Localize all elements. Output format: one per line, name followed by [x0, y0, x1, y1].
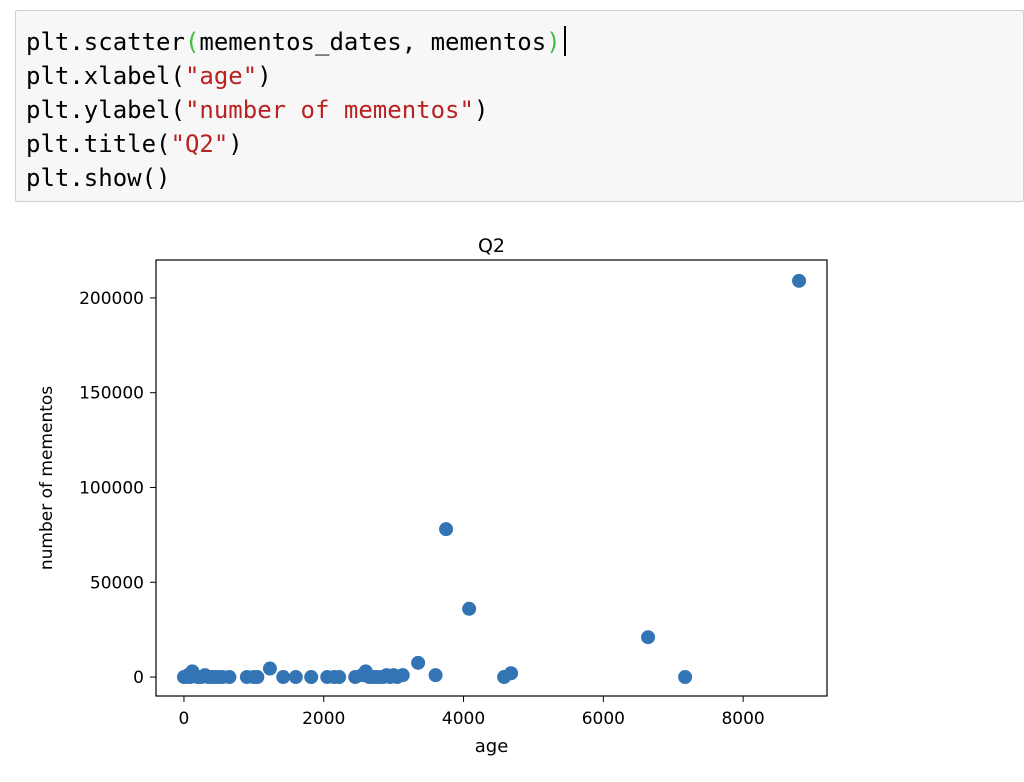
scatter-chart: 0 2000 4000 6000 8000 0 50000 100000 150000 20000…: [37, 235, 828, 757]
code-token: "number of mementos": [184, 96, 474, 124]
code-token: plt.ylabel(: [26, 96, 185, 124]
x-tick-label: 2000: [302, 709, 345, 729]
y-tick-label: 50000: [90, 573, 144, 593]
scatter-point: [276, 670, 291, 685]
code-token: plt.xlabel(: [26, 62, 185, 90]
scatter-point: [439, 522, 454, 537]
x-tick-label: 4000: [442, 709, 485, 729]
scatter-point: [504, 666, 519, 681]
text-cursor: [563, 26, 566, 56]
scatter-point: [222, 670, 237, 685]
scatter-point: [792, 273, 807, 288]
scatter-point: [428, 668, 443, 683]
scatter-point: [304, 670, 319, 685]
code-token: ): [546, 28, 561, 56]
scatter-point: [332, 670, 347, 685]
y-tick-label: 200000: [79, 289, 144, 309]
code-line: plt.scatter(mementos_dates, mementos): [26, 25, 566, 59]
code-token: ): [228, 130, 243, 158]
code-line: plt.show(): [26, 161, 566, 195]
code-line: plt.ylabel("number of mementos"): [26, 93, 566, 127]
code-line: plt.title("Q2"): [26, 127, 566, 161]
y-tick-label: 0: [133, 668, 144, 688]
scatter-point: [395, 668, 410, 683]
x-tick-label: 0: [179, 709, 190, 729]
y-axis-label: number of mementos: [37, 386, 57, 570]
code-token: mementos_dates, mementos: [199, 28, 547, 56]
code-token: ): [473, 96, 489, 124]
scatter-point: [678, 670, 693, 685]
x-tick-label: 8000: [721, 709, 764, 729]
code-token: "age": [184, 62, 258, 90]
x-axis-label: age: [475, 736, 509, 757]
scatter-point: [250, 670, 265, 685]
plot-frame: [155, 259, 828, 697]
scatter-point: [262, 661, 277, 676]
code-token: plt.scatter: [26, 28, 185, 56]
y-tick-label: 150000: [79, 384, 144, 404]
chart-title: Q2: [478, 235, 505, 257]
code-cell-input[interactable]: plt.scatter(mementos_dates, mementos) plt…: [15, 10, 1024, 202]
code-token: ): [257, 62, 272, 90]
x-tick-label: 6000: [582, 709, 625, 729]
code-token: plt.title(: [26, 130, 171, 158]
code-line: plt.xlabel("age"): [26, 59, 566, 93]
code-token: "Q2": [170, 130, 229, 158]
y-tick-label: 100000: [79, 478, 144, 498]
scatter-point: [462, 601, 477, 616]
scatter-point: [641, 630, 656, 645]
cell-output: 0 2000 4000 6000 8000 0 50000 100000 150000 20000…: [0, 222, 1024, 778]
code-token: (: [184, 28, 200, 56]
code-editor[interactable]: plt.scatter(mementos_dates, mementos) plt…: [26, 25, 566, 195]
code-token: plt.show(): [26, 164, 171, 192]
scatter-point: [411, 655, 426, 670]
scatter-point: [288, 670, 303, 685]
